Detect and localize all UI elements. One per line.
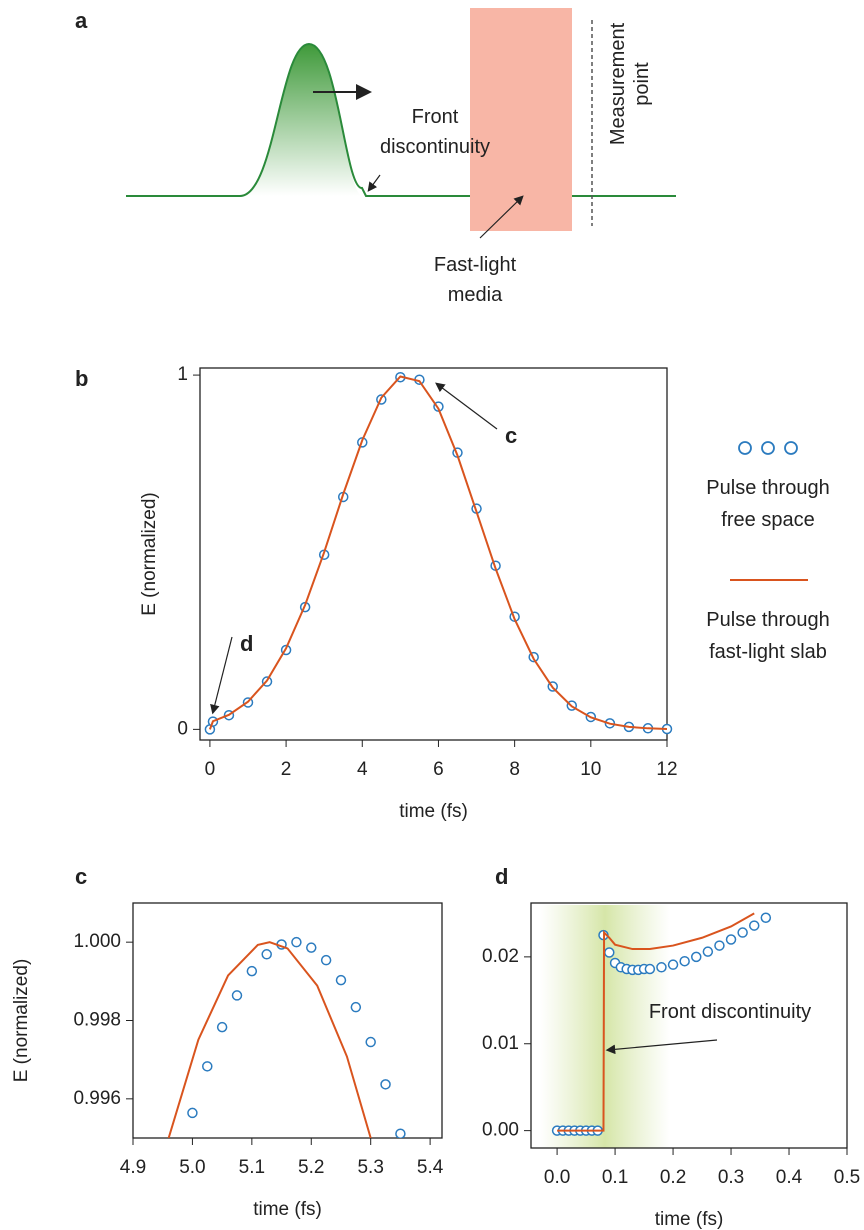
point: [679, 955, 690, 967]
annotation: d: [240, 631, 253, 656]
pulse: [126, 42, 676, 197]
x-tick-label: 6: [433, 759, 444, 780]
point: [748, 920, 760, 931]
point: [246, 965, 258, 977]
point: [261, 949, 272, 960]
annotation: Front discontinuity: [379, 106, 491, 158]
x-tick-label: 0.0: [544, 1167, 570, 1188]
plot-frame: [530, 902, 848, 1149]
point: [306, 942, 317, 953]
x-axis-label: time (fs): [253, 1199, 322, 1220]
line: [208, 375, 668, 731]
arrow: [367, 174, 381, 192]
point: [365, 1036, 376, 1048]
point: [737, 927, 748, 938]
point: [231, 990, 243, 1001]
annotation: Front discontinuity: [648, 1001, 812, 1023]
panel-label: b: [75, 366, 88, 391]
line: [557, 912, 755, 1132]
x-tick-label: 5.4: [417, 1157, 444, 1178]
y-tick-label: 0.02: [482, 946, 519, 967]
point: [702, 946, 714, 957]
point: [335, 974, 347, 986]
point: [656, 962, 667, 973]
point: [350, 1001, 362, 1013]
point: [714, 940, 725, 951]
x-tick-label: 0.1: [602, 1167, 628, 1188]
plot-area: [204, 371, 673, 735]
plot-area: [551, 912, 772, 1136]
point: [725, 934, 737, 945]
annotation-arrow: [210, 636, 233, 715]
y-tick-label: 0.00: [482, 1120, 519, 1141]
point: [291, 936, 302, 948]
x-tick-label: 5.0: [179, 1157, 205, 1178]
y-tick-label: 1: [177, 364, 188, 385]
plot-area: [167, 936, 406, 1138]
y-axis-label: E (normalized): [139, 492, 160, 616]
x-tick-label: 5.1: [239, 1157, 265, 1178]
y-tick-label: 0.998: [73, 1010, 121, 1031]
point: [202, 1061, 213, 1072]
annotation: c: [505, 423, 517, 448]
line: [167, 941, 372, 1138]
panel-label: a: [75, 8, 88, 33]
legend-marker: [761, 441, 775, 455]
y-tick-label: 0.01: [482, 1033, 519, 1054]
x-tick-label: 0.4: [776, 1167, 803, 1188]
x-tick-label: 8: [509, 759, 520, 780]
x-tick-label: 0.2: [660, 1167, 686, 1188]
point: [216, 1021, 228, 1033]
point: [760, 912, 772, 924]
point: [380, 1079, 391, 1090]
x-tick-label: 0: [205, 759, 216, 780]
annotation: Measurement point: [607, 22, 653, 146]
pulse-fill: [126, 44, 362, 196]
y-tick-label: 1.000: [73, 931, 121, 952]
y-tick-label: 0: [177, 718, 188, 739]
plot-frame: [199, 367, 668, 741]
x-axis-label: time (fs): [655, 1209, 724, 1230]
point: [667, 959, 679, 970]
legend-entry: Pulse through free space: [706, 477, 830, 531]
point: [604, 947, 615, 958]
x-tick-label: 5.3: [357, 1157, 383, 1178]
x-axis-label: time (fs): [399, 801, 468, 822]
y-tick-label: 0.996: [73, 1088, 121, 1109]
y-axis-label: E (normalized): [11, 959, 32, 1083]
legend-marker: [738, 441, 752, 455]
point: [644, 963, 656, 975]
legend-marker: [784, 441, 798, 455]
x-tick-label: 0.3: [718, 1167, 744, 1188]
panel-label: c: [75, 864, 87, 889]
x-tick-label: 12: [656, 759, 677, 780]
x-tick-label: 2: [281, 759, 292, 780]
point: [690, 951, 702, 963]
x-tick-label: 0.5: [834, 1167, 860, 1188]
legend-entry: Pulse through fast-light slab: [706, 609, 830, 663]
arrow: [479, 195, 524, 239]
point: [395, 1128, 406, 1138]
panel-label: d: [495, 864, 508, 889]
point: [187, 1107, 198, 1119]
point: [320, 954, 332, 966]
annotation-arrow: [435, 382, 498, 430]
x-tick-label: 5.2: [298, 1157, 324, 1178]
annotation: Fast-light media: [433, 254, 517, 306]
annotation-arrow: [605, 1039, 718, 1055]
fast-light-slab: [470, 8, 572, 231]
x-tick-label: 4: [357, 759, 368, 780]
x-tick-label: 10: [580, 759, 601, 780]
x-tick-label: 4.9: [120, 1157, 146, 1178]
